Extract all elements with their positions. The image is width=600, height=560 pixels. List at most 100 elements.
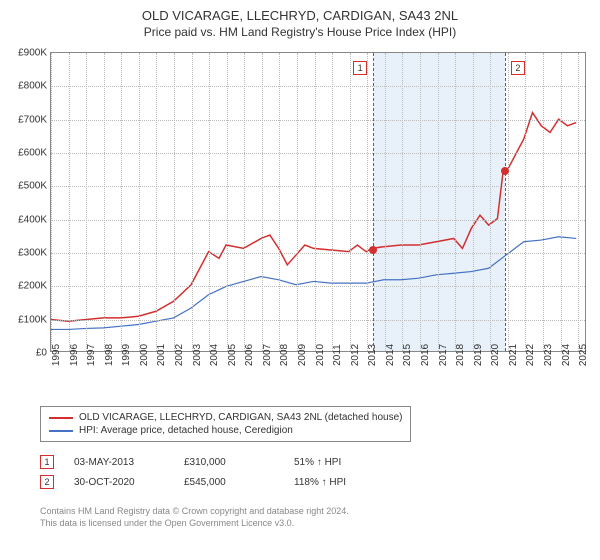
- gridline-v: [244, 53, 245, 351]
- y-axis-label: £600K: [18, 148, 47, 159]
- x-axis-label: 2024: [561, 344, 572, 366]
- footer-line-1: Contains HM Land Registry data © Crown c…: [40, 506, 349, 518]
- x-axis-label: 2023: [543, 344, 554, 366]
- legend-row: HPI: Average price, detached house, Cere…: [49, 424, 402, 437]
- y-axis-label: £200K: [18, 281, 47, 292]
- chart: £0 £100K £200K £300K £400K £500K £600K £700K £80…: [8, 48, 592, 398]
- x-axis-label: 2012: [350, 344, 361, 366]
- gridline-v: [121, 53, 122, 351]
- x-axis-label: 2018: [455, 344, 466, 366]
- transaction-pct: 51% ↑ HPI: [294, 457, 384, 468]
- transaction-price: £310,000: [184, 457, 274, 468]
- x-axis-label: 2003: [192, 344, 203, 366]
- x-axis-label: 2017: [438, 344, 449, 366]
- gridline-v: [86, 53, 87, 351]
- transaction-date: 30-OCT-2020: [74, 477, 164, 488]
- gridline-v: [367, 53, 368, 351]
- gridline-v: [350, 53, 351, 351]
- legend: OLD VICARAGE, LLECHRYD, CARDIGAN, SA43 2…: [40, 406, 411, 442]
- gridline-v: [508, 53, 509, 351]
- legend-label: OLD VICARAGE, LLECHRYD, CARDIGAN, SA43 2…: [79, 412, 402, 423]
- footer-attribution: Contains HM Land Registry data © Crown c…: [40, 506, 349, 529]
- x-axis-label: 2019: [473, 344, 484, 366]
- transaction-pct: 118% ↑ HPI: [294, 477, 384, 488]
- marker-line-1: [373, 53, 374, 351]
- y-axis-label: £0: [36, 348, 47, 359]
- x-axis-label: 2011: [332, 344, 343, 366]
- gridline-v: [315, 53, 316, 351]
- marker-box-2: 2: [511, 61, 525, 75]
- gridline-v: [69, 53, 70, 351]
- gridline-v: [543, 53, 544, 351]
- y-axis-label: £300K: [18, 248, 47, 259]
- title-primary: OLD VICARAGE, LLECHRYD, CARDIGAN, SA43 2…: [0, 8, 600, 23]
- gridline-v: [402, 53, 403, 351]
- x-axis-label: 1998: [104, 344, 115, 366]
- gridline-v: [279, 53, 280, 351]
- x-axis-label: 2002: [174, 344, 185, 366]
- y-axis-label: £500K: [18, 181, 47, 192]
- x-axis-label: 1999: [121, 344, 132, 366]
- transaction-marker-id: 1: [40, 455, 54, 469]
- gridline-v: [455, 53, 456, 351]
- x-axis-label: 2000: [139, 344, 150, 366]
- plot-area: £0£100K£200K£300K£400K£500K£600K£700K£80…: [50, 52, 586, 352]
- marker-dot-2: [501, 167, 509, 175]
- legend-swatch: [49, 430, 73, 432]
- x-axis-label: 2004: [209, 344, 220, 366]
- legend-row: OLD VICARAGE, LLECHRYD, CARDIGAN, SA43 2…: [49, 411, 402, 424]
- gridline-v: [139, 53, 140, 351]
- gridline-v: [332, 53, 333, 351]
- y-axis-label: £900K: [18, 48, 47, 59]
- x-axis-label: 2010: [315, 344, 326, 366]
- title-secondary: Price paid vs. HM Land Registry's House …: [0, 25, 600, 39]
- transaction-row: 2 30-OCT-2020 £545,000 118% ↑ HPI: [40, 475, 384, 489]
- gridline-v: [525, 53, 526, 351]
- y-axis-label: £400K: [18, 214, 47, 225]
- footer-line-2: This data is licensed under the Open Gov…: [40, 518, 349, 530]
- gridline-v: [473, 53, 474, 351]
- y-axis-label: £100K: [18, 314, 47, 325]
- gridline-v: [174, 53, 175, 351]
- gridline-v: [420, 53, 421, 351]
- gridline-v: [262, 53, 263, 351]
- gridline-v: [209, 53, 210, 351]
- legend-label: HPI: Average price, detached house, Cere…: [79, 425, 293, 436]
- x-axis-label: 2022: [525, 344, 536, 366]
- gridline-v: [51, 53, 52, 351]
- gridline-v: [192, 53, 193, 351]
- marker-box-1: 1: [353, 61, 367, 75]
- title-block: OLD VICARAGE, LLECHRYD, CARDIGAN, SA43 2…: [0, 0, 600, 39]
- x-axis-label: 2025: [578, 344, 589, 366]
- transaction-date: 03-MAY-2013: [74, 457, 164, 468]
- x-axis-label: 2015: [402, 344, 413, 366]
- transaction-price: £545,000: [184, 477, 274, 488]
- marker-dot-1: [369, 246, 377, 254]
- gridline-v: [490, 53, 491, 351]
- y-axis-label: £800K: [18, 81, 47, 92]
- x-axis-label: 1996: [69, 344, 80, 366]
- marker-line-2: [505, 53, 506, 351]
- x-axis-label: 2007: [262, 344, 273, 366]
- x-axis-label: 2020: [490, 344, 501, 366]
- x-axis-label: 2001: [156, 344, 167, 366]
- gridline-v: [156, 53, 157, 351]
- transaction-marker-id: 2: [40, 475, 54, 489]
- gridline-v: [385, 53, 386, 351]
- gridline-v: [227, 53, 228, 351]
- y-axis-label: £700K: [18, 114, 47, 125]
- gridline-v: [578, 53, 579, 351]
- x-axis-label: 2008: [279, 344, 290, 366]
- x-axis-label: 2014: [385, 344, 396, 366]
- legend-swatch: [49, 417, 73, 419]
- x-axis-label: 2006: [244, 344, 255, 366]
- x-axis-label: 2009: [297, 344, 308, 366]
- gridline-v: [297, 53, 298, 351]
- transaction-table: 1 03-MAY-2013 £310,000 51% ↑ HPI 2 30-OCT-202…: [40, 455, 384, 495]
- x-axis-label: 2016: [420, 344, 431, 366]
- x-axis-label: 1997: [86, 344, 97, 366]
- transaction-row: 1 03-MAY-2013 £310,000 51% ↑ HPI: [40, 455, 384, 469]
- x-axis-label: 2005: [227, 344, 238, 366]
- x-axis-label: 2021: [508, 344, 519, 366]
- x-axis-label: 1995: [51, 344, 62, 366]
